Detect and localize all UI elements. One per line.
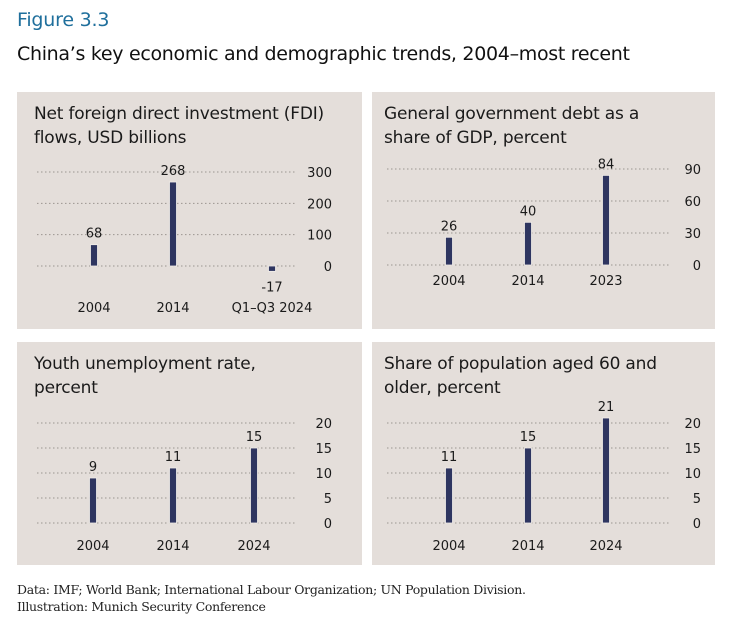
panel-fdi: Net foreign direct investment (FDI) flow… <box>17 92 362 329</box>
bar <box>169 181 177 267</box>
x-category-label: 2014 <box>511 274 544 289</box>
x-category-label: 2004 <box>77 301 110 316</box>
panel-title: Share of population aged 60 and older, p… <box>384 352 657 400</box>
panel-title-line: Share of population aged 60 and <box>384 354 657 374</box>
bar <box>169 467 177 524</box>
source-line: Data: IMF; World Bank; International Lab… <box>17 582 526 597</box>
figure-title: China’s key economic and demographic tre… <box>17 43 630 65</box>
data-label: -17 <box>261 280 282 295</box>
panel-title-line: Net foreign direct investment (FDI) <box>34 104 324 124</box>
y-tick-label: 0 <box>693 517 701 532</box>
y-tick-label: 5 <box>693 492 701 507</box>
y-tick-label: 0 <box>693 259 701 274</box>
data-label: 11 <box>441 450 458 465</box>
x-category-label: 2004 <box>76 539 109 554</box>
panel-debt: General government debt as a share of GD… <box>372 92 715 329</box>
panel-title-line: percent <box>34 378 98 398</box>
data-label: 21 <box>598 400 615 415</box>
y-tick-label: 60 <box>684 195 701 210</box>
panel-title-line: General government debt as a <box>384 104 640 124</box>
bar <box>524 447 532 524</box>
y-tick-label: 90 <box>684 163 701 178</box>
chart-aged-60: 0 5 10 15 20 11 2004 15 2014 21 2024 <box>387 400 701 554</box>
panel-aged-60: Share of population aged 60 and older, p… <box>372 342 715 565</box>
x-category-label: 2024 <box>237 539 270 554</box>
data-label: 9 <box>89 460 97 475</box>
x-category-label: 2014 <box>511 539 544 554</box>
x-category-label: 2014 <box>156 539 189 554</box>
x-category-label: 2023 <box>589 274 622 289</box>
bar <box>602 175 610 266</box>
y-tick-label: 10 <box>315 467 332 482</box>
source-line: Illustration: Munich Security Conference <box>17 599 266 614</box>
y-tick-label: 20 <box>315 417 332 432</box>
y-tick-label: 20 <box>684 417 701 432</box>
bar <box>90 244 98 267</box>
chart-fdi: 0 100 200 300 68 2004 268 2014 -17 Q1–Q3 2024 <box>37 164 332 316</box>
data-label: 40 <box>520 204 537 219</box>
panel-title-line: flows, USD billions <box>34 128 187 148</box>
chart-youth-unemployment: 0 5 10 15 20 9 2004 11 2014 15 2024 <box>37 417 332 554</box>
x-category-label: 2014 <box>156 301 189 316</box>
y-tick-label: 300 <box>307 166 332 181</box>
data-label: 268 <box>161 164 186 179</box>
bar <box>445 236 453 266</box>
data-label: 15 <box>246 430 263 445</box>
y-tick-label: 5 <box>324 492 332 507</box>
x-category-label: 2004 <box>432 539 465 554</box>
data-label: 84 <box>598 157 615 172</box>
panel-title-line: Youth unemployment rate, <box>34 354 256 374</box>
y-tick-label: 30 <box>684 227 701 242</box>
y-tick-label: 0 <box>324 260 332 275</box>
panel-title: General government debt as a share of GD… <box>384 102 639 150</box>
chart-debt: 0 30 60 90 26 2004 40 2014 84 2023 <box>387 157 701 289</box>
bar <box>445 467 453 524</box>
figure-label: Figure 3.3 <box>17 9 110 31</box>
y-tick-label: 15 <box>684 442 701 457</box>
panel-youth-unemployment: Youth unemployment rate, percent 0 5 10 15 2… <box>17 342 362 565</box>
bar <box>250 447 258 524</box>
y-tick-label: 100 <box>307 229 332 244</box>
x-category-label: 2024 <box>589 539 622 554</box>
y-tick-label: 200 <box>307 197 332 212</box>
panel-title-line: older, percent <box>384 378 501 398</box>
data-label: 11 <box>165 450 182 465</box>
data-label: 15 <box>520 430 537 445</box>
y-tick-label: 15 <box>315 442 332 457</box>
y-tick-label: 10 <box>684 467 701 482</box>
panel-title: Net foreign direct investment (FDI) flow… <box>34 102 324 150</box>
x-category-label: Q1–Q3 2024 <box>232 301 313 316</box>
panel-title: Youth unemployment rate, percent <box>34 352 256 400</box>
panel-title-line: share of GDP, percent <box>384 128 567 148</box>
bar <box>89 477 97 524</box>
source-note: Data: IMF; World Bank; International Lab… <box>17 581 526 615</box>
bar <box>268 265 276 272</box>
x-category-label: 2004 <box>432 274 465 289</box>
bar <box>524 221 532 266</box>
bar <box>602 417 610 524</box>
y-tick-label: 0 <box>324 517 332 532</box>
data-label: 68 <box>86 227 103 242</box>
data-label: 26 <box>441 219 458 234</box>
